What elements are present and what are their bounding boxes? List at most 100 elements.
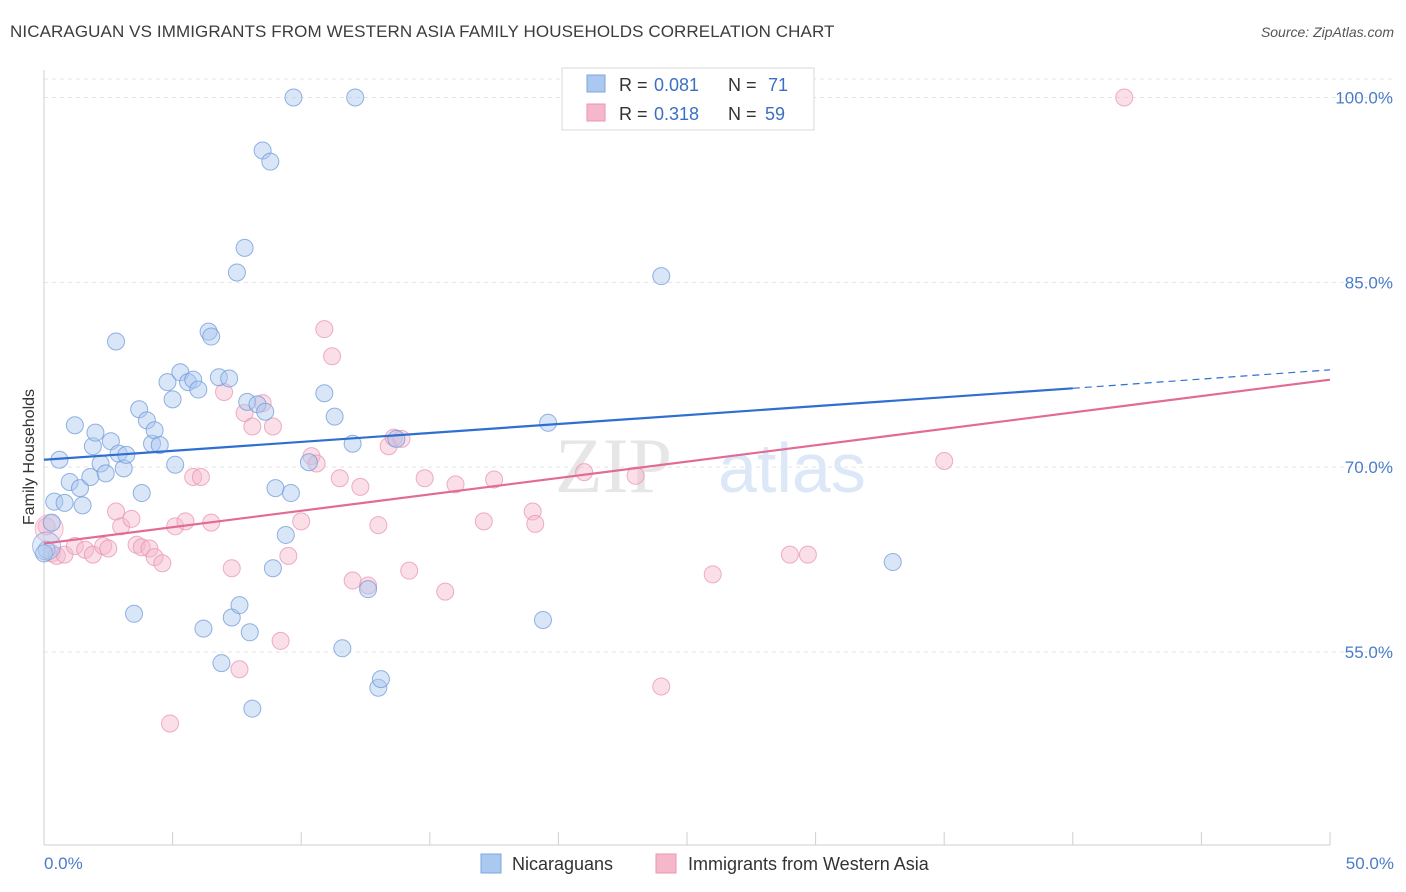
point-western-asia <box>415 469 434 488</box>
point-western-asia <box>230 660 249 679</box>
gridlines <box>44 78 1392 653</box>
x-tick-label-min: 0.0% <box>44 854 83 873</box>
legend-n-label-blue: N = <box>728 75 757 95</box>
point-western-asia <box>652 677 671 696</box>
point-western-asia <box>369 516 388 535</box>
point-nicaraguans <box>107 332 126 351</box>
point-nicaraguans-large <box>32 531 62 561</box>
point-nicaraguans <box>184 370 203 389</box>
point-western-asia <box>235 403 254 422</box>
point-nicaraguans <box>202 327 221 346</box>
y-tick-label: 100.0% <box>1335 89 1393 108</box>
point-nicaraguans <box>132 484 151 503</box>
point-nicaraguans <box>230 596 249 615</box>
y-axis-title: Family Households <box>21 389 38 525</box>
point-nicaraguans <box>263 559 282 578</box>
point-nicaraguans <box>325 407 344 426</box>
y-tick-label: 70.0% <box>1345 458 1393 477</box>
point-western-asia <box>780 545 799 564</box>
point-nicaraguans <box>137 411 156 430</box>
series-legend-label-western-asia: Immigrants from Western Asia <box>688 854 930 874</box>
point-nicaraguans <box>42 513 61 532</box>
point-nicaraguans <box>539 413 558 432</box>
point-nicaraguans <box>163 390 182 409</box>
point-nicaraguans <box>256 402 275 421</box>
series-legend-swatch-nicaraguans <box>480 853 502 874</box>
point-western-asia <box>161 714 180 733</box>
point-western-asia <box>436 582 455 601</box>
point-western-asia <box>191 468 210 487</box>
point-western-asia <box>935 452 954 471</box>
point-nicaraguans <box>299 453 318 472</box>
point-nicaraguans <box>346 88 365 107</box>
point-western-asia <box>222 559 241 578</box>
point-western-asia <box>263 417 282 436</box>
watermark: ZIP atlas <box>555 422 866 509</box>
point-nicaraguans <box>652 267 671 286</box>
point-western-asia <box>351 477 370 496</box>
point-nicaraguans <box>55 493 74 512</box>
point-western-asia <box>37 517 56 536</box>
point-nicaraguans <box>60 472 79 491</box>
series-legend-label-nicaraguans: Nicaraguans <box>512 854 613 874</box>
point-nicaraguans <box>266 479 285 498</box>
point-western-asia <box>703 565 722 584</box>
point-nicaraguans <box>125 604 144 623</box>
point-western-asia <box>798 545 817 564</box>
point-western-asia <box>323 347 342 366</box>
legend-n-value-pink: 59 <box>765 104 785 124</box>
point-nicaraguans <box>166 455 185 474</box>
point-nicaraguans <box>199 322 218 341</box>
point-nicaraguans <box>243 699 262 718</box>
point-nicaraguans <box>194 619 213 638</box>
point-nicaraguans <box>227 263 246 282</box>
trend-lines <box>43 369 1331 545</box>
chart-title: NICARAGUAN VS IMMIGRANTS FROM WESTERN AS… <box>10 22 835 41</box>
point-nicaraguans <box>235 238 254 257</box>
point-nicaraguans <box>883 553 902 572</box>
x-tick-label-max: 50.0% <box>1346 854 1394 873</box>
point-nicaraguans <box>359 580 378 599</box>
legend-r-label-blue: R = <box>619 75 648 95</box>
legend-swatch-blue <box>586 74 606 93</box>
point-western-asia <box>99 539 118 558</box>
stats-legend: R = 0.081 N = 71 R = 0.318 N = 59 <box>561 67 815 131</box>
point-western-asia <box>474 512 493 531</box>
point-western-asia <box>526 514 545 533</box>
point-western-asia <box>315 320 334 339</box>
point-nicaraguans <box>533 610 552 629</box>
point-western-asia <box>446 475 465 494</box>
point-western-asia <box>330 469 349 488</box>
y-axis-tick-labels: 55.0% 70.0% 85.0% 100.0% <box>1335 89 1393 663</box>
x-axis-ticks <box>172 832 1331 845</box>
point-western-asia <box>132 538 151 557</box>
series-legend-swatch-western-asia <box>655 853 677 874</box>
point-nicaraguans <box>83 437 102 456</box>
point-western-asia <box>122 509 141 528</box>
legend-swatch-pink <box>586 103 606 122</box>
point-nicaraguans <box>96 464 115 483</box>
point-nicaraguans <box>387 429 406 448</box>
legend-n-value-blue: 71 <box>768 75 788 95</box>
series-nicaraguans-points <box>32 88 902 718</box>
point-nicaraguans <box>333 639 352 658</box>
series-western-asia-points <box>34 88 1134 733</box>
legend-r-value-pink: 0.318 <box>654 104 699 124</box>
y-tick-label: 85.0% <box>1345 273 1393 292</box>
point-western-asia <box>65 537 84 556</box>
point-nicaraguans <box>212 654 231 673</box>
point-western-asia <box>153 554 172 573</box>
point-nicaraguans <box>238 392 257 411</box>
point-nicaraguans <box>35 544 53 563</box>
point-nicaraguans <box>276 525 295 544</box>
point-nicaraguans <box>371 670 390 689</box>
legend-r-value-blue: 0.081 <box>654 75 699 95</box>
point-nicaraguans <box>248 395 267 414</box>
source-label: Source: ZipAtlas.com <box>1260 24 1394 40</box>
point-nicaraguans <box>315 384 334 403</box>
point-western-asia <box>359 576 378 595</box>
point-nicaraguans <box>81 468 100 487</box>
point-western-asia <box>184 468 203 487</box>
point-nicaraguans <box>65 416 84 435</box>
